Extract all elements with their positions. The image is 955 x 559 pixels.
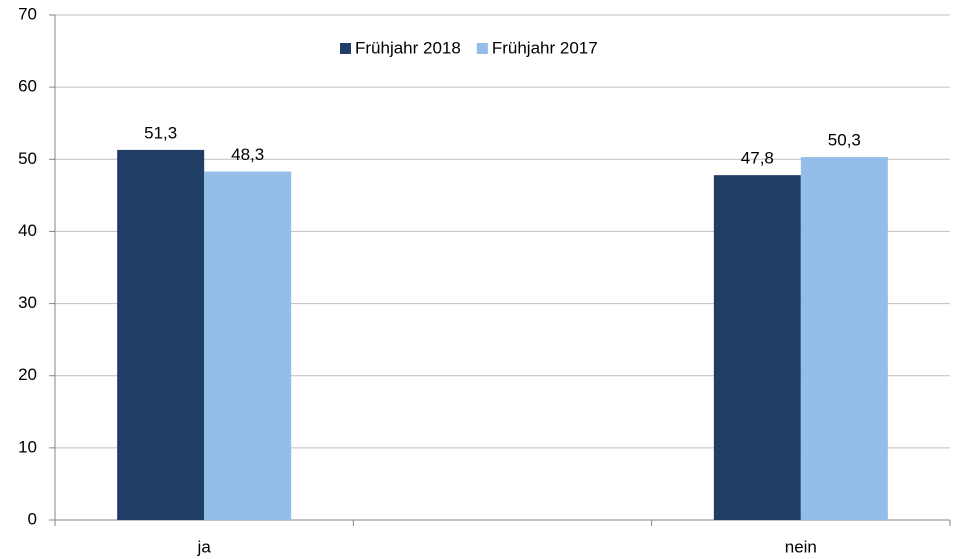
legend-swatch (340, 43, 351, 54)
value-label: 51,3 (144, 123, 177, 142)
y-tick-label: 60 (18, 77, 37, 96)
legend-swatch (476, 43, 488, 54)
bar (117, 149, 205, 520)
x-tick-label: ja (197, 537, 212, 556)
y-tick-label: 30 (18, 293, 37, 312)
y-tick-label: 50 (18, 149, 37, 168)
value-label: 48,3 (231, 145, 264, 164)
legend-label: Frühjahr 2018 (355, 38, 461, 57)
bar (800, 157, 888, 520)
bar (713, 175, 801, 520)
bar (204, 171, 292, 521)
y-tick-label: 10 (18, 437, 37, 456)
y-tick-label: 20 (18, 365, 37, 384)
legend-label: Frühjahr 2017 (492, 38, 598, 57)
y-tick-label: 40 (18, 221, 37, 240)
value-label: 47,8 (741, 149, 774, 168)
value-label: 50,3 (828, 131, 861, 150)
x-tick-label: nein (785, 537, 817, 556)
y-tick-label: 70 (18, 4, 37, 23)
y-tick-label: 0 (28, 509, 37, 528)
